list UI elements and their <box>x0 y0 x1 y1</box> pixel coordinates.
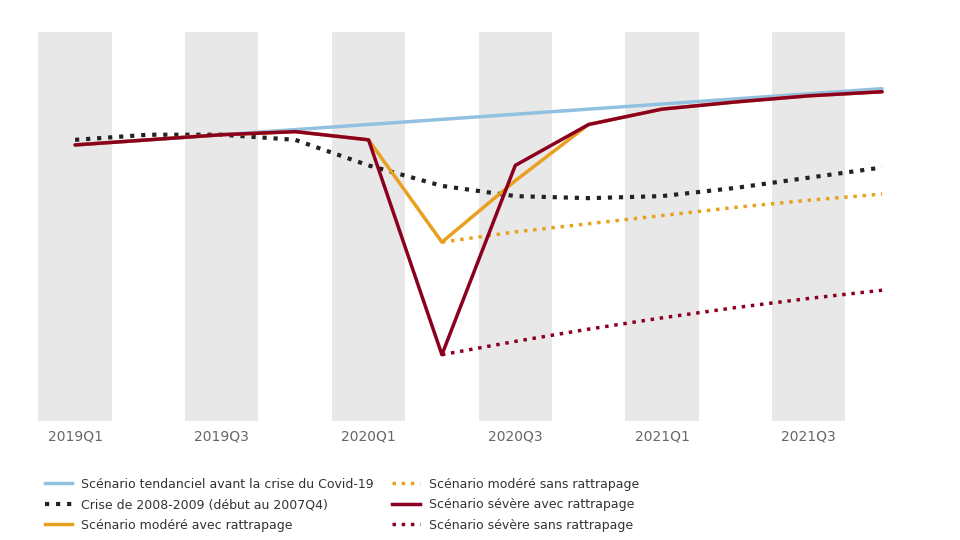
Bar <box>625 32 699 421</box>
Bar <box>772 32 846 421</box>
Bar <box>38 32 111 421</box>
Bar <box>332 32 405 421</box>
Bar <box>479 32 552 421</box>
Bar <box>185 32 258 421</box>
Legend: Scénario tendanciel avant la crise du Covid-19, Crise de 2008-2009 (début au 200: Scénario tendanciel avant la crise du Co… <box>45 478 638 532</box>
